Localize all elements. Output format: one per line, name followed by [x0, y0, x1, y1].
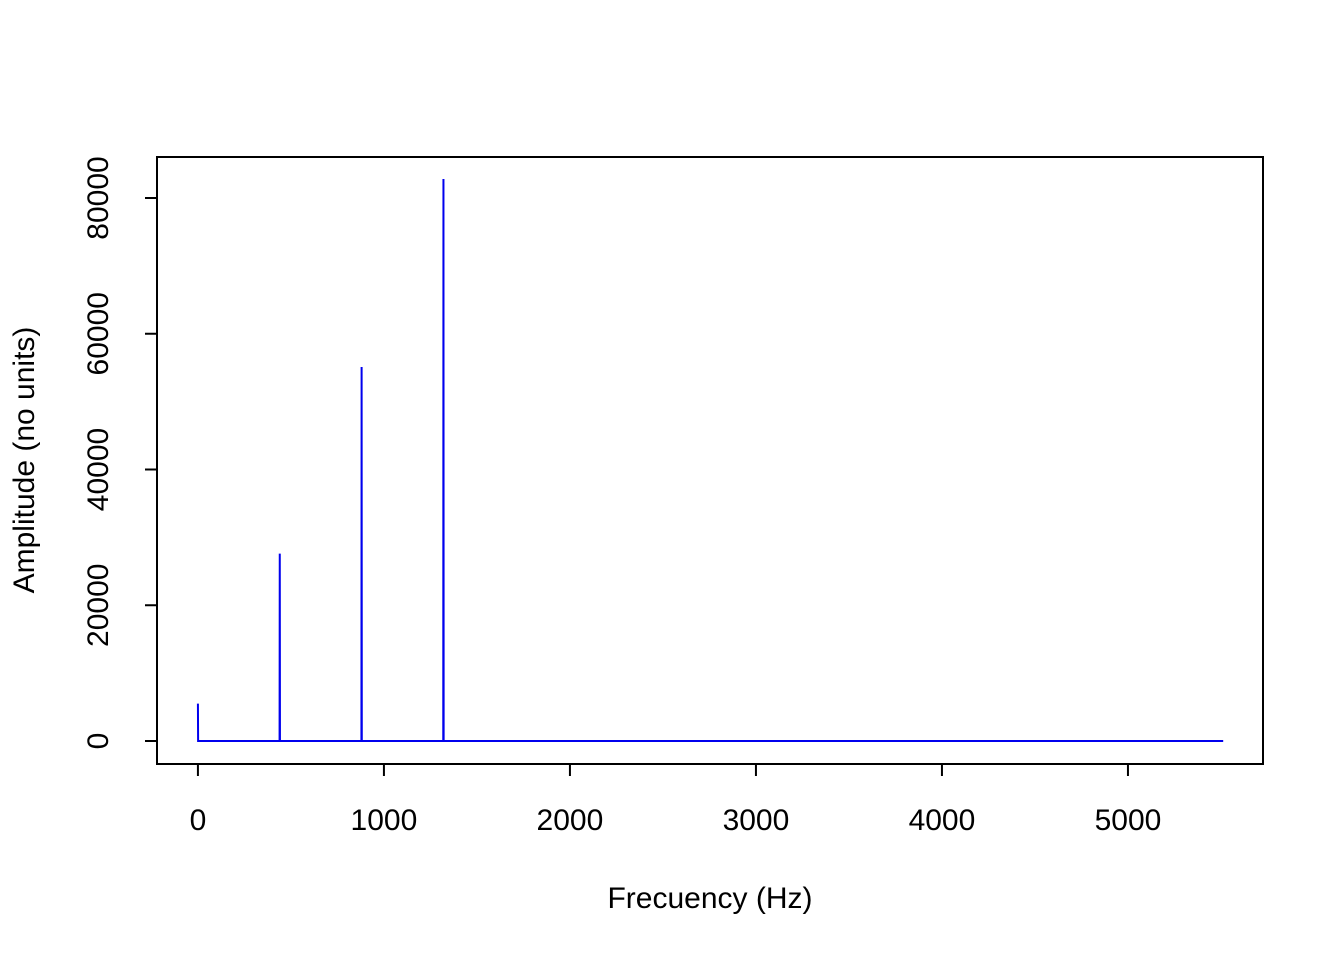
y-tick-label: 60000 — [82, 292, 115, 375]
x-axis-label: Frecuency (Hz) — [607, 882, 812, 915]
x-tick-label: 5000 — [1095, 804, 1162, 837]
y-axis-label: Amplitude (no units) — [8, 327, 41, 594]
x-tick-label: 2000 — [537, 804, 604, 837]
x-tick-label: 1000 — [351, 804, 418, 837]
y-tick-label: 80000 — [82, 156, 115, 239]
y-tick-label: 40000 — [82, 428, 115, 511]
y-tick-label: 0 — [82, 733, 115, 750]
x-tick-label: 0 — [190, 804, 207, 837]
plot-frame — [156, 156, 1264, 765]
x-tick-label: 3000 — [723, 804, 790, 837]
y-tick-label: 20000 — [82, 564, 115, 647]
x-tick-label: 4000 — [909, 804, 976, 837]
spectrum-line — [196, 178, 1224, 742]
